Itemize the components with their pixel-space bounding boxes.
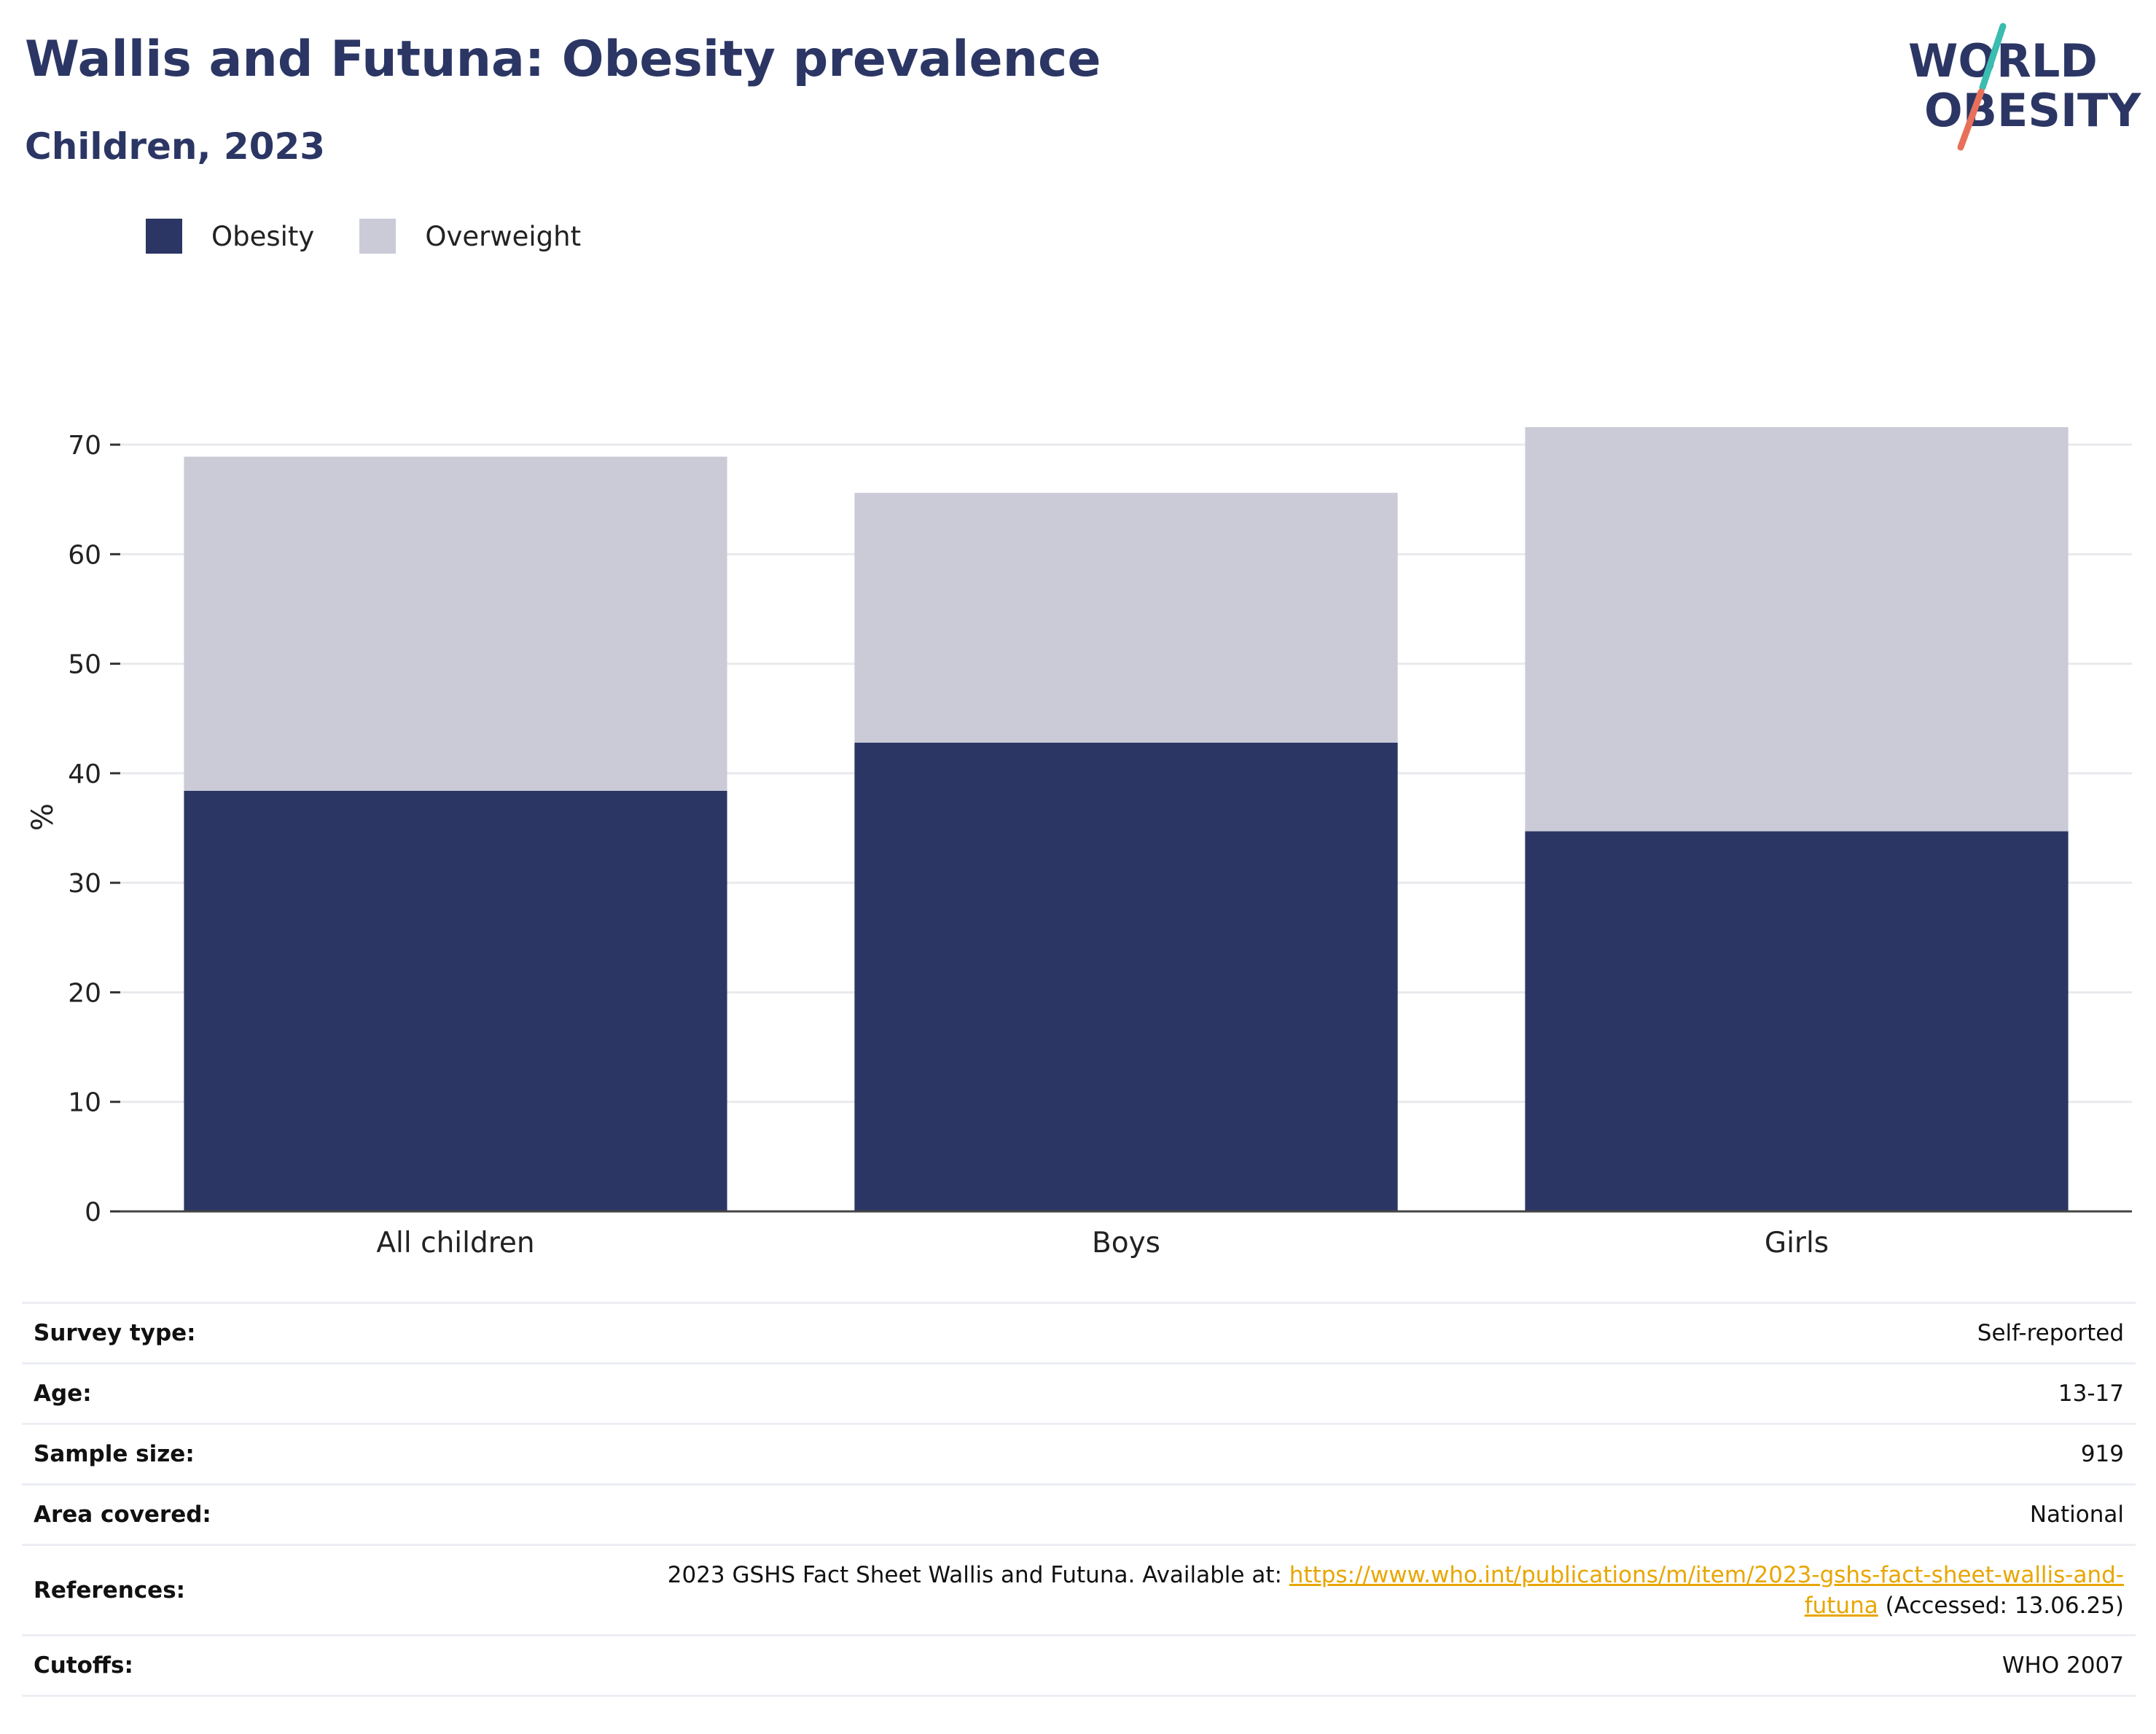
y-tick-label-20: 20: [68, 978, 101, 1008]
references-link-line1: https://www.who.int/publications/m/item/…: [1289, 1561, 2124, 1588]
survey-type-label: Survey type:: [22, 1302, 483, 1364]
age-label: Age:: [22, 1363, 483, 1425]
references-link-line2: futuna: [1804, 1592, 1878, 1619]
survey-type-value: Self-reported: [483, 1302, 2136, 1364]
legend-swatch-overweight: [359, 219, 397, 254]
references-value: 2023 GSHS Fact Sheet Wallis and Futuna. …: [483, 1544, 2136, 1636]
bar-overweight-girls: [1525, 427, 2069, 832]
y-tick-label-70: 70: [68, 431, 101, 461]
bar-obesity-girls: [1525, 831, 2069, 1211]
survey-info-table: Survey type: Self-reported Age: 13-17 Sa…: [22, 1302, 2136, 1697]
logo-line1: WORLD: [1908, 34, 2098, 87]
y-tick-label-60: 60: [68, 540, 101, 570]
legend-swatch-obesity: [146, 219, 182, 254]
y-tick-label-30: 30: [68, 869, 101, 899]
chart-title: Wallis and Futuna: Obesity prevalence: [25, 31, 1101, 88]
bar-obesity-all-children: [184, 790, 727, 1211]
info-row-sample-size: Sample size: 919: [22, 1423, 2136, 1485]
references-accessed: (Accessed: 13.06.25): [1878, 1592, 2124, 1619]
y-tick-label-50: 50: [68, 650, 101, 680]
y-tick-label-40: 40: [68, 759, 101, 789]
info-row-area-covered: Area covered: National: [22, 1484, 2136, 1546]
world-obesity-logo-icon: WORLD OBESITY: [1908, 23, 2141, 151]
info-row-age: Age: 13-17: [22, 1363, 2136, 1425]
logo-line2: OBESITY: [1924, 84, 2141, 137]
cutoffs-value: WHO 2007: [483, 1635, 2136, 1697]
legend-label-obesity: Obesity: [211, 220, 315, 252]
bar-overweight-boys: [854, 493, 1398, 743]
references-text: 2023 GSHS Fact Sheet Wallis and Futuna. …: [667, 1561, 1289, 1588]
chart-subtitle: Children, 2023: [25, 125, 326, 168]
bar-chart: 0 10 20 30 40 50 60 70% All children Boys Girls: [26, 427, 2132, 1260]
y-tick-label-10: 10: [68, 1088, 101, 1118]
info-row-cutoffs: Cutoffs: WHO 2007: [22, 1635, 2136, 1697]
references-link[interactable]: https://www.who.int/publications/m/item/…: [1289, 1562, 2124, 1619]
cutoffs-label: Cutoffs:: [22, 1635, 483, 1697]
legend-label-overweight: Overweight: [425, 220, 582, 252]
x-tick-label-girls: Girls: [1765, 1227, 1829, 1260]
y-tick-label-0: 0: [85, 1198, 101, 1227]
sample-size-value: 919: [483, 1423, 2136, 1485]
x-tick-label-all-children: All children: [376, 1227, 534, 1260]
bar-overweight-all-children: [184, 456, 727, 791]
legend-item-obesity[interactable]: Obesity: [146, 219, 314, 254]
y-axis-label: %: [26, 803, 60, 831]
sample-size-label: Sample size:: [22, 1423, 483, 1485]
info-row-references: References: 2023 GSHS Fact Sheet Wallis …: [22, 1544, 2136, 1636]
bar-obesity-boys: [854, 742, 1398, 1211]
x-tick-label-boys: Boys: [1092, 1227, 1160, 1260]
legend-item-overweight[interactable]: Overweight: [359, 219, 581, 254]
chart-legend: Obesity Overweight: [146, 216, 626, 257]
references-label: References:: [22, 1544, 483, 1636]
age-value: 13-17: [483, 1363, 2136, 1425]
info-row-survey-type: Survey type: Self-reported: [22, 1302, 2136, 1364]
area-covered-label: Area covered:: [22, 1484, 483, 1546]
area-covered-value: National: [483, 1484, 2136, 1546]
